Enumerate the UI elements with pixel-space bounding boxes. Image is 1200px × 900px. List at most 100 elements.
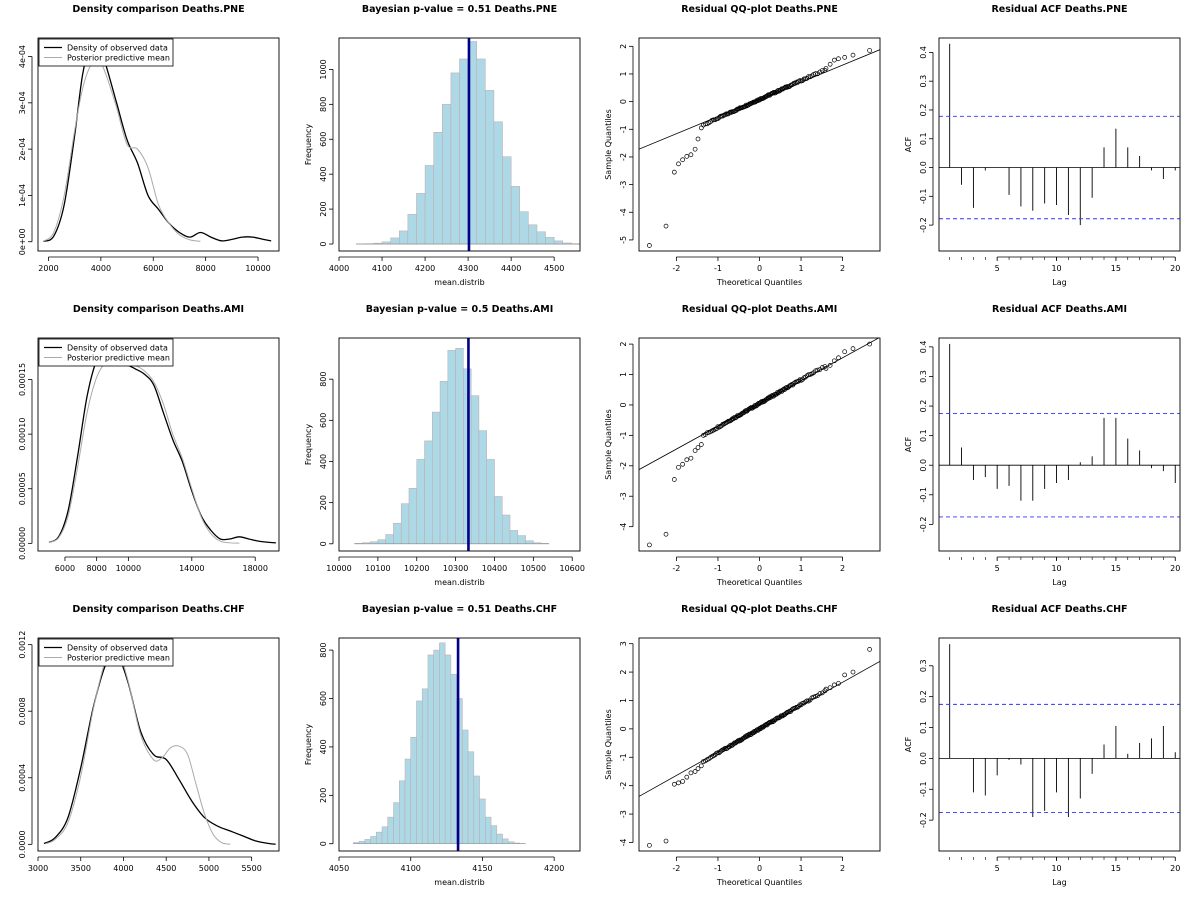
plot-area (48, 343, 276, 544)
qq-point (800, 700, 805, 706)
x-tick-label: 4100 (401, 864, 421, 873)
y-tick-label: 0.0 (919, 752, 928, 765)
hist-bar (473, 775, 480, 844)
y-tick-label: -2 (619, 153, 628, 161)
qq-point (792, 81, 798, 86)
qq-point (792, 705, 798, 711)
hist-bar (470, 395, 480, 545)
qq-point (827, 685, 833, 691)
qq-point (698, 442, 704, 447)
y-tick-label: -2 (619, 782, 628, 790)
x-tick-label: 15 (1111, 864, 1121, 873)
plot-area (353, 638, 526, 851)
x-axis-label: Lag (1052, 578, 1066, 587)
plot-frame (938, 637, 1181, 852)
hist-bar (496, 833, 503, 844)
chart-title: Bayesian p-value = 0.51 Deaths.CHF (362, 604, 557, 615)
x-axis: 5 10 15 20 (949, 856, 1180, 873)
x-tick-label: 15 (1111, 264, 1121, 273)
x-tick-label: 5 (995, 564, 1000, 573)
hist-bar (404, 758, 411, 844)
qq-point (783, 385, 788, 391)
hist-bar (427, 654, 434, 844)
qq-point (671, 169, 677, 175)
x-tick-label: -2 (672, 564, 680, 573)
qq-point (647, 243, 652, 248)
hist-bar (519, 211, 529, 245)
plot-area (354, 338, 550, 551)
y-tick-label: 0 (319, 841, 328, 846)
y-tick-label: 0.0 (919, 161, 928, 174)
x-axis: -2 -1 0 1 2 (672, 856, 845, 873)
y-tick-label: 0.4 (919, 341, 928, 354)
panel-qq-1: Residual QQ-plot Deaths.PNE -2 -1 0 1 2 -5 -4 -3… (604, 4, 881, 287)
hist-bar (407, 214, 417, 245)
y-tick-label: -3 (619, 492, 628, 500)
qq-point (867, 647, 872, 652)
y-axis: -0.2 -0.1 0.0 0.1 0.2 0.3 0.4 (919, 46, 934, 233)
panel-hist-3: Bayesian p-value = 0.51 Deaths.CHF 4050 41… (304, 604, 581, 887)
y-tick-label: 400 (319, 454, 328, 469)
qq-point (758, 400, 764, 405)
y-tick-label: 3 (619, 641, 628, 646)
plot-frame (338, 337, 581, 552)
qq-point (647, 542, 652, 548)
plot-frame (638, 37, 881, 252)
qq-point (716, 750, 722, 756)
hist-bar (459, 58, 469, 245)
y-tick-label: 0 (319, 241, 328, 246)
qq-point (831, 57, 837, 63)
hist-bar (400, 503, 410, 545)
qq-point (768, 719, 774, 725)
hist-bar (439, 642, 446, 844)
y-axis: -4 -3 -2 -1 0 1 2 3 (619, 641, 634, 846)
qq-point (827, 61, 833, 67)
hist-bar (479, 798, 486, 844)
predictive-density-line (46, 646, 231, 845)
x-axis-label: mean.distrib (434, 278, 484, 287)
hist-bar (486, 459, 495, 545)
y-tick-label: -0.2 (919, 217, 928, 233)
x-tick-label: 5000 (199, 864, 219, 873)
predictive-density-line (42, 57, 201, 242)
y-tick-label: -1 (619, 431, 628, 439)
y-tick-label: 0.00015 (18, 363, 27, 396)
chart-title: Residual ACF Deaths.PNE (991, 4, 1127, 15)
y-tick-label: 200 (319, 201, 328, 216)
qq-point (676, 780, 681, 786)
hist-bar (447, 350, 456, 545)
qq-point (836, 355, 841, 361)
plot-frame (338, 37, 581, 252)
plot-frame (938, 337, 1181, 552)
hist-bar (502, 156, 512, 245)
qq-point (692, 448, 698, 453)
y-tick-label: 0 (619, 99, 628, 104)
hist-bar (517, 535, 526, 545)
qq-point (842, 349, 848, 355)
plot-frame (338, 637, 581, 852)
x-axis: 4000 4100 4200 4300 4400 4500 (329, 256, 564, 273)
y-tick-label: 400 (319, 739, 328, 754)
y-tick-label: -1 (619, 125, 628, 133)
x-tick-label: 10500 (521, 564, 546, 573)
qq-point (803, 374, 808, 380)
panel-density-3: Density comparison Deaths.CHF 3000 3500 400… (18, 604, 280, 873)
hist-bar (399, 230, 409, 245)
hist-bar (416, 700, 423, 844)
qq-point (684, 457, 690, 463)
y-tick-label: 0.4 (919, 46, 928, 59)
hist-bar (462, 729, 469, 844)
hist-bar (509, 530, 519, 545)
hist-bar (376, 831, 383, 844)
qq-point (784, 85, 789, 90)
plot-area (939, 343, 1180, 518)
qq-point (801, 700, 807, 706)
y-tick-label: 200 (319, 788, 328, 803)
hist-bar (525, 540, 534, 545)
hist-bar (485, 90, 495, 245)
y-tick-label: -0.1 (919, 189, 928, 205)
hist-bar (494, 496, 503, 545)
